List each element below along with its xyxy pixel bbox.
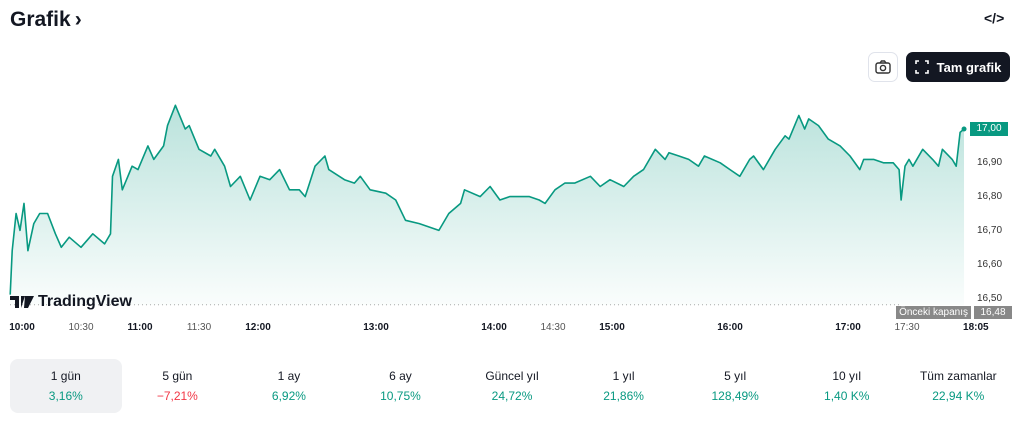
period-10-yıl[interactable]: 10 yıl 1,40 K%: [791, 359, 903, 413]
x-tick-label: 10:00: [9, 322, 35, 333]
period-label: 1 gün: [50, 369, 81, 383]
x-tick-label: 13:00: [363, 322, 389, 333]
page-title: Grafik: [10, 8, 71, 31]
screenshot-button[interactable]: [868, 52, 898, 82]
period-change: 1,40 K%: [824, 389, 870, 403]
x-tick-label: 18:05: [963, 322, 989, 333]
price-chart[interactable]: [0, 0, 1024, 320]
x-tick-label: 11:30: [186, 322, 212, 333]
period-6-ay[interactable]: 6 ay 10,75%: [345, 359, 457, 413]
x-tick-label: 12:00: [245, 322, 271, 333]
period-güncel-yıl[interactable]: Güncel yıl 24,72%: [456, 359, 568, 413]
x-tick-label: 11:00: [127, 322, 153, 333]
tradingview-logo-icon: [10, 296, 34, 308]
period-label: 5 yıl: [724, 369, 747, 383]
x-tick-label: 10:30: [68, 322, 94, 333]
period-1-ay[interactable]: 1 ay 6,92%: [233, 359, 345, 413]
y-tick-label: 16,80: [977, 191, 1003, 202]
last-price-dot: [961, 126, 967, 132]
tradingview-logo-text: TradingView: [38, 293, 132, 310]
period-label: Tüm zamanlar: [919, 369, 997, 383]
period-change: 128,49%: [711, 389, 759, 403]
full-chart-button[interactable]: Tam grafik: [906, 52, 1010, 82]
chart-title-link[interactable]: Grafik ›: [10, 8, 82, 32]
code-icon[interactable]: </>: [984, 10, 1005, 26]
y-tick-label: 16,50: [977, 293, 1003, 304]
y-tick-label: 16,60: [977, 259, 1003, 270]
period-label: 10 yıl: [832, 369, 862, 383]
period-5-gün[interactable]: 5 gün −7,21%: [122, 359, 234, 413]
period-change: 24,72%: [491, 389, 533, 403]
previous-close-value: 16,48: [974, 306, 1012, 319]
period-1-yıl[interactable]: 1 yıl 21,86%: [568, 359, 680, 413]
period-5-yıl[interactable]: 5 yıl 128,49%: [679, 359, 791, 413]
period-tüm-zamanlar[interactable]: Tüm zamanlar 22,94 K%: [903, 359, 1015, 413]
period-change: 21,86%: [603, 389, 644, 403]
price-line: [9, 104, 965, 295]
period-label: Güncel yıl: [485, 369, 539, 383]
camera-icon: [875, 60, 891, 74]
full-chart-label: Tam grafik: [936, 59, 1002, 75]
period-change: 6,92%: [271, 389, 306, 403]
x-tick-label: 15:00: [599, 322, 625, 333]
previous-close-label: Önceki kapanış: [896, 306, 971, 319]
period-label: 6 ay: [389, 369, 412, 383]
x-tick-label: 17:00: [835, 322, 861, 333]
x-tick-label: 16:00: [717, 322, 743, 333]
period-label: 5 gün: [162, 369, 193, 383]
tradingview-logo[interactable]: TradingView: [10, 293, 132, 311]
period-change: 10,75%: [380, 389, 421, 403]
period-change: −7,21%: [156, 389, 198, 403]
y-tick-label: 16,90: [977, 157, 1003, 168]
period-label: 1 ay: [277, 369, 301, 383]
x-tick-label: 17:30: [894, 322, 920, 333]
period-label: 1 yıl: [612, 369, 635, 383]
chevron-right-icon: ›: [74, 8, 82, 31]
price-area: [10, 105, 965, 305]
period-change: 22,94 K%: [932, 389, 985, 403]
period-1-gün[interactable]: 1 gün 3,16%: [10, 359, 122, 413]
x-tick-label: 14:30: [540, 322, 566, 333]
period-selector: 1 gün 3,16% 5 gün −7,21% 1 ay 6,92% 6 ay 10,75%…: [10, 359, 1014, 413]
y-tick-label: 16,70: [977, 225, 1003, 236]
fullscreen-icon: [914, 60, 929, 74]
current-price-tag: 17,00: [970, 122, 1008, 136]
period-change: 3,16%: [48, 389, 83, 403]
x-tick-label: 14:00: [481, 322, 507, 333]
